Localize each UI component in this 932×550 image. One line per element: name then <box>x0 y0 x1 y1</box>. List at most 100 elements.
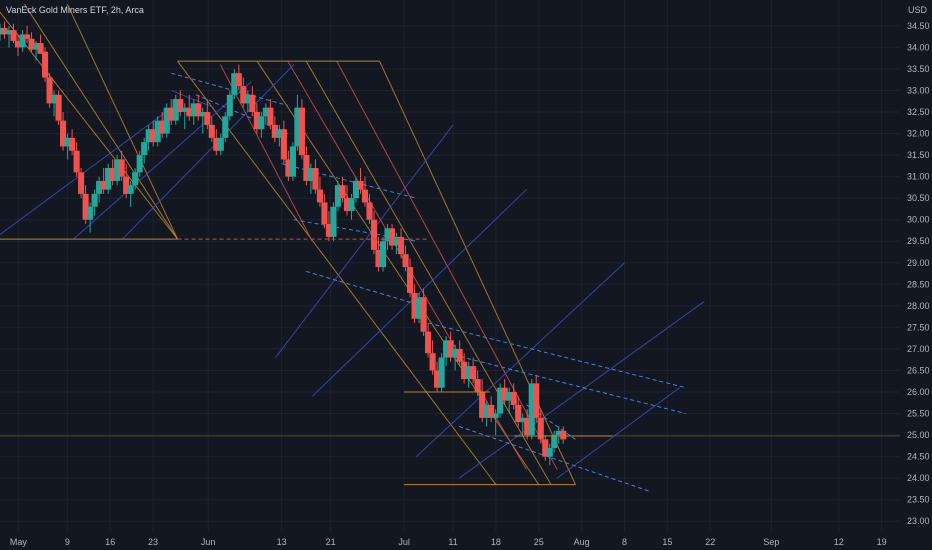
candle-body <box>411 292 418 319</box>
candle-body <box>434 370 441 388</box>
candle-body <box>159 120 166 134</box>
trend-line <box>336 60 558 470</box>
y-tick-label: 29.50 <box>907 236 930 246</box>
candle-body <box>533 383 540 418</box>
x-tick-label: Aug <box>574 537 590 547</box>
candle-body <box>416 297 423 319</box>
candle-body <box>524 417 531 436</box>
x-tick-label: 21 <box>326 537 336 547</box>
candle-body <box>488 404 495 418</box>
x-tick-label: 15 <box>662 537 672 547</box>
trend-line <box>458 301 705 479</box>
candle-body <box>217 137 224 151</box>
x-tick-label: 25 <box>534 537 544 547</box>
candle-body <box>199 112 206 117</box>
candle-body <box>132 172 139 186</box>
candle-body <box>127 185 134 194</box>
candle-body <box>370 219 378 250</box>
candle-body <box>55 94 62 121</box>
candle-body <box>447 340 454 358</box>
y-tick-label: 30.50 <box>907 193 930 203</box>
candle-body <box>87 206 94 220</box>
candle-body <box>253 112 260 130</box>
y-tick-label: 34.50 <box>907 21 930 31</box>
candle-body <box>465 366 472 380</box>
candle-body <box>289 146 296 177</box>
chart-title: VanEck Gold Miners ETF, 2h, Arca <box>6 5 144 15</box>
candle-body <box>96 180 103 194</box>
candle-body <box>42 51 49 78</box>
x-tick-label: 11 <box>448 537 457 547</box>
y-tick-label: 26.00 <box>907 387 930 397</box>
candle-body <box>515 404 522 423</box>
candle-body <box>406 267 414 293</box>
y-tick-label: 23.00 <box>907 516 930 526</box>
candle-body <box>195 103 202 117</box>
candle-body <box>14 40 22 48</box>
y-tick-label: 23.50 <box>907 495 930 505</box>
candle-body <box>321 202 328 224</box>
candle-body <box>294 107 301 147</box>
candle-body <box>537 417 544 440</box>
y-tick-label: 34.00 <box>907 42 930 52</box>
candle-body <box>60 120 67 147</box>
candle-body <box>267 107 274 125</box>
candle-body <box>91 193 98 207</box>
x-tick-label: Jun <box>201 537 216 547</box>
candle-body <box>19 34 26 48</box>
candle-body <box>118 159 125 177</box>
time-axis[interactable]: May 9 16 23 Jun 13 21 Jul 11 18 25 Aug 8 15 22 Sep 12 19 <box>10 537 887 547</box>
candle-body <box>479 392 486 418</box>
candle-body <box>172 99 179 121</box>
x-tick-label: Sep <box>763 537 779 547</box>
trend-line <box>305 60 552 485</box>
candle-body <box>312 168 319 190</box>
candle-body <box>73 150 80 173</box>
candle-body <box>150 129 157 143</box>
y-tick-label: 32.00 <box>907 129 930 139</box>
chart-grid <box>0 0 900 532</box>
y-tick-label: 30.00 <box>907 215 930 225</box>
y-tick-label: 26.50 <box>907 365 930 375</box>
candle-body <box>339 185 346 199</box>
y-tick-label: 33.50 <box>907 64 930 74</box>
x-tick-label: 13 <box>277 537 287 547</box>
trend-line <box>556 387 680 479</box>
candle-body <box>474 379 481 392</box>
candle-body <box>69 137 76 151</box>
candle-body <box>330 206 337 237</box>
candle-body <box>519 417 526 423</box>
candle-body <box>186 107 193 117</box>
candle-body <box>555 430 562 436</box>
candle-body <box>222 116 229 138</box>
price-axis[interactable]: 34.50 34.00 33.50 33.00 32.50 32.00 31.50 31.00… <box>907 21 930 526</box>
candlestick-series <box>0 21 567 466</box>
candle-body <box>334 185 342 207</box>
trend-line <box>122 64 295 240</box>
trend-line <box>66 4 179 240</box>
candle-body <box>546 448 553 457</box>
trend-line <box>24 4 178 240</box>
candle-body <box>560 430 567 440</box>
candle-body <box>470 366 477 380</box>
candle-body <box>542 439 549 457</box>
candle-body <box>551 435 558 448</box>
candle-body <box>32 43 40 50</box>
candle-body <box>240 86 247 104</box>
candle-body <box>123 176 130 194</box>
candle-body <box>285 159 292 177</box>
chart-drawings <box>0 4 705 492</box>
y-tick-label: 25.00 <box>907 430 930 440</box>
candle-body <box>204 112 211 125</box>
candle-body <box>506 392 513 401</box>
trend-line <box>415 262 625 457</box>
candle-body <box>452 348 459 358</box>
candle-body <box>501 387 508 401</box>
candle-body <box>420 297 427 332</box>
candle-body <box>258 116 265 130</box>
candle-body <box>154 120 161 143</box>
candle-body <box>145 129 152 143</box>
candle-body <box>461 361 468 380</box>
y-tick-label: 33.00 <box>907 85 930 95</box>
